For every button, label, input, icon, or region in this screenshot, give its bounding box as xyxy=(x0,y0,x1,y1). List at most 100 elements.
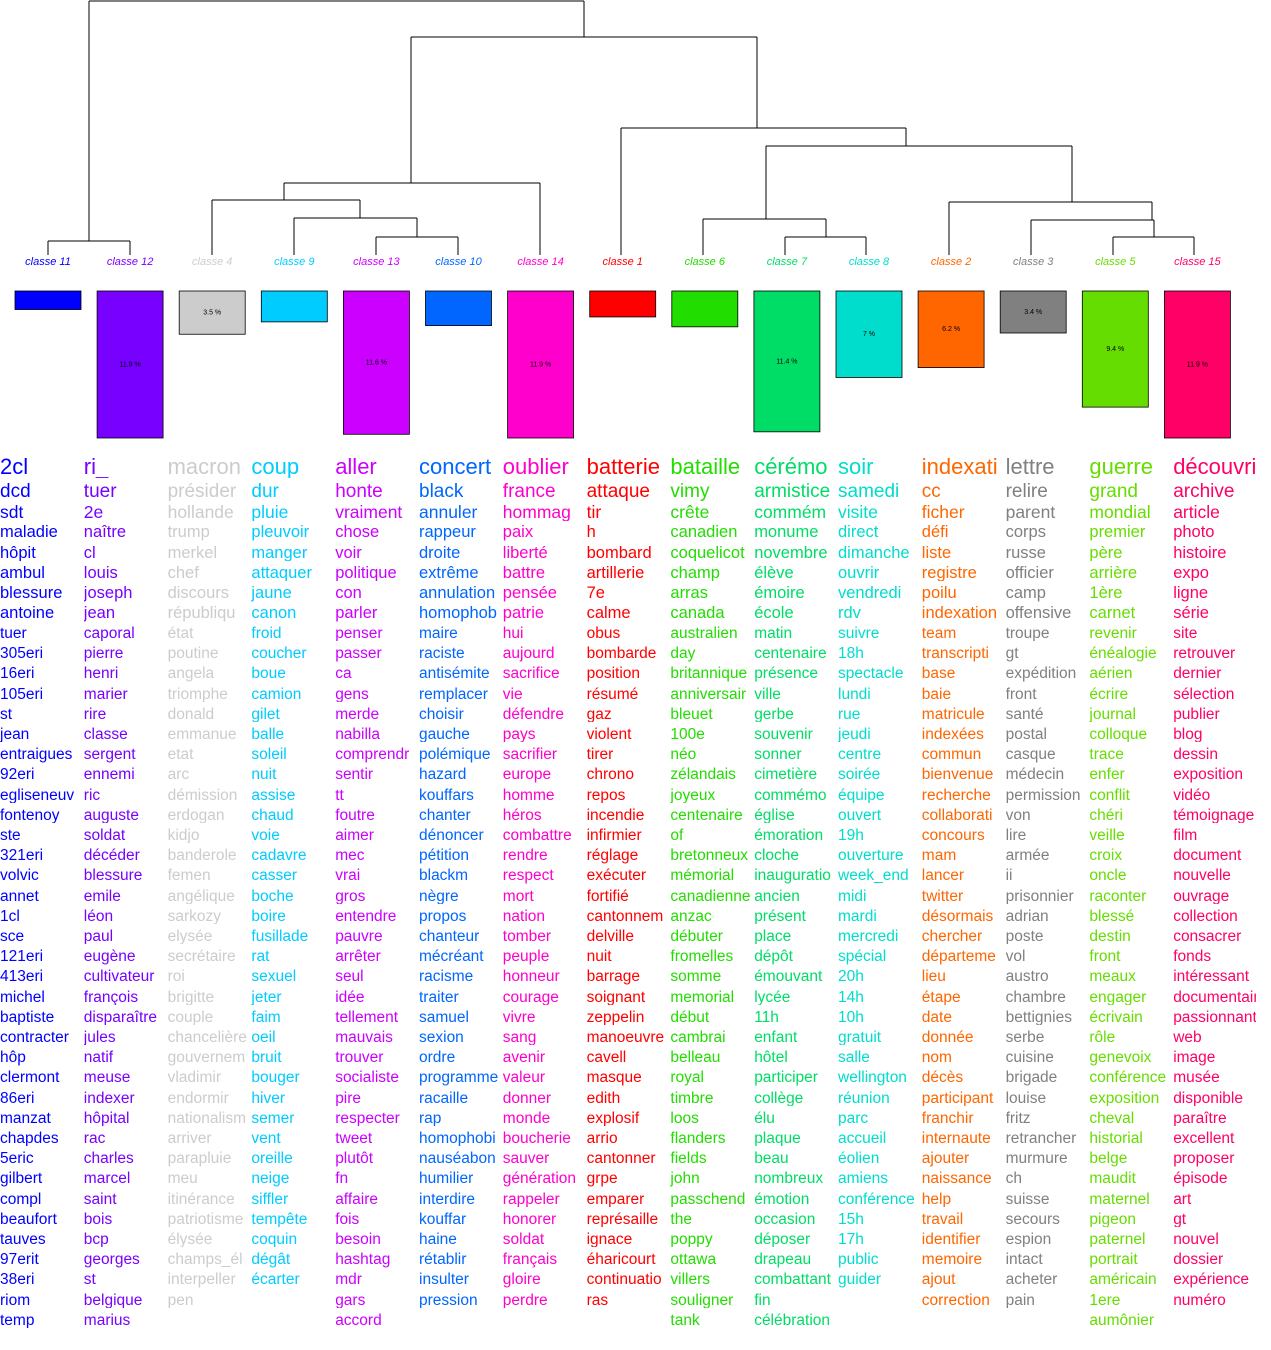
class-word: somme xyxy=(670,969,722,985)
class-bar xyxy=(260,290,328,323)
class-word: souvenir xyxy=(754,726,813,743)
class-word: permission xyxy=(1005,787,1081,804)
class-word: ii xyxy=(1005,868,1013,884)
class-word: marius xyxy=(83,1312,131,1329)
class-word: homophob xyxy=(419,605,497,622)
class-word: passer xyxy=(335,646,382,662)
class-word: wellington xyxy=(838,1070,907,1086)
percent-label: 11.9 % xyxy=(119,361,140,368)
class-word: donald xyxy=(167,706,215,723)
class-word: conflit xyxy=(1089,787,1130,804)
class-word: auguste xyxy=(83,807,139,824)
class-word: 15h xyxy=(838,1211,864,1228)
class-word: équipe xyxy=(838,787,885,804)
class-word: coucher xyxy=(251,646,307,662)
class-word: salle xyxy=(838,1050,870,1066)
class-word: sdt xyxy=(0,503,24,522)
class-word: sce xyxy=(0,928,25,945)
class-word: novembre xyxy=(754,544,828,562)
class-word: rire xyxy=(83,706,107,723)
class-word: canadienne xyxy=(670,888,751,905)
class-word: mauvais xyxy=(335,1029,393,1046)
class-label: classe 3 xyxy=(1013,256,1054,268)
class-word: battre xyxy=(502,564,545,582)
class-word: revenir xyxy=(1089,625,1137,642)
class-word: ligne xyxy=(1173,585,1209,602)
class-word: cheval xyxy=(1089,1110,1135,1127)
class-word: résumé xyxy=(586,686,639,703)
class-word: poste xyxy=(1005,928,1044,945)
class-word: pire xyxy=(335,1090,362,1107)
class-word: peuple xyxy=(502,949,550,965)
class-word: zélandais xyxy=(670,767,736,783)
class-word: pain xyxy=(1005,1292,1035,1309)
class-label: classe 5 xyxy=(1095,256,1136,268)
class-word: inauguratio xyxy=(754,868,831,884)
class-word: arrêter xyxy=(335,949,381,965)
class-word: dossier xyxy=(1173,1252,1224,1268)
class-word: expérience xyxy=(1173,1272,1250,1288)
class-word: léon xyxy=(83,908,114,925)
class-word: réunion xyxy=(838,1090,890,1107)
class-word: entendre xyxy=(335,908,397,925)
class-word: nombreux xyxy=(754,1171,824,1187)
percent-label: 11.9 % xyxy=(1187,361,1208,368)
class-word: retrouver xyxy=(1173,646,1236,662)
class-word: emile xyxy=(83,888,121,905)
class-word: journal xyxy=(1089,706,1136,723)
class-word: cavell xyxy=(586,1050,627,1066)
class-word: poppy xyxy=(670,1231,713,1248)
class-word: ric xyxy=(83,787,101,804)
class-word: assise xyxy=(251,787,296,804)
class-word: vivre xyxy=(502,1009,536,1026)
class-word: présence xyxy=(754,666,818,682)
class-word: ch xyxy=(1005,1171,1022,1187)
class-word: meuse xyxy=(83,1070,131,1086)
class-word: drapeau xyxy=(754,1252,812,1268)
tree-branch xyxy=(766,128,1072,147)
class-word: étape xyxy=(921,989,961,1006)
class-word: débuter xyxy=(670,928,723,945)
class-word: itinérance xyxy=(167,1191,235,1208)
class-word: dessin xyxy=(1173,747,1218,763)
class-word: épisode xyxy=(1173,1171,1228,1187)
class-word: edith xyxy=(586,1090,621,1107)
class-word: retrancher xyxy=(1005,1130,1077,1147)
class-word: casser xyxy=(251,868,298,884)
class-word: maternel xyxy=(1089,1191,1150,1208)
class-word: fusillade xyxy=(251,928,309,945)
class-word: émotion xyxy=(754,1191,810,1208)
class-label: classe 2 xyxy=(931,256,971,268)
class-word: balle xyxy=(251,726,285,743)
class-word: tir xyxy=(586,503,602,522)
class-word: kidjo xyxy=(167,827,200,844)
class-word: merde xyxy=(335,706,380,723)
class-word: racisme xyxy=(419,969,474,985)
class-word: passchend xyxy=(670,1191,746,1208)
class-word: sexion xyxy=(419,1029,464,1046)
class-word: anniversair xyxy=(670,686,747,703)
class-word: annet xyxy=(0,888,39,905)
class-word: nuit xyxy=(251,767,277,783)
class-word: coquin xyxy=(251,1231,298,1248)
class-word: st xyxy=(0,706,13,723)
class-word: document xyxy=(1173,848,1242,864)
class-word: 7e xyxy=(586,585,605,602)
class-word: voir xyxy=(335,544,362,562)
tree-branch xyxy=(702,146,826,255)
class-word: excellent xyxy=(1173,1130,1235,1147)
class-word: grpe xyxy=(586,1171,618,1187)
class-word: canon xyxy=(251,605,297,622)
class-word: naître xyxy=(83,524,126,541)
class-word: hôp xyxy=(0,1050,26,1066)
class-word: coquelicot xyxy=(670,544,745,562)
class-word: belgique xyxy=(83,1292,143,1309)
class-word: front xyxy=(1089,949,1121,965)
class-word: mécréant xyxy=(419,949,484,965)
class-bar xyxy=(835,290,903,378)
class-word: gt xyxy=(1005,646,1019,662)
class-word: indexer xyxy=(83,1090,135,1107)
class-word: 16eri xyxy=(0,666,35,682)
class-word: soir xyxy=(838,456,874,478)
tree-branch xyxy=(47,1,131,255)
